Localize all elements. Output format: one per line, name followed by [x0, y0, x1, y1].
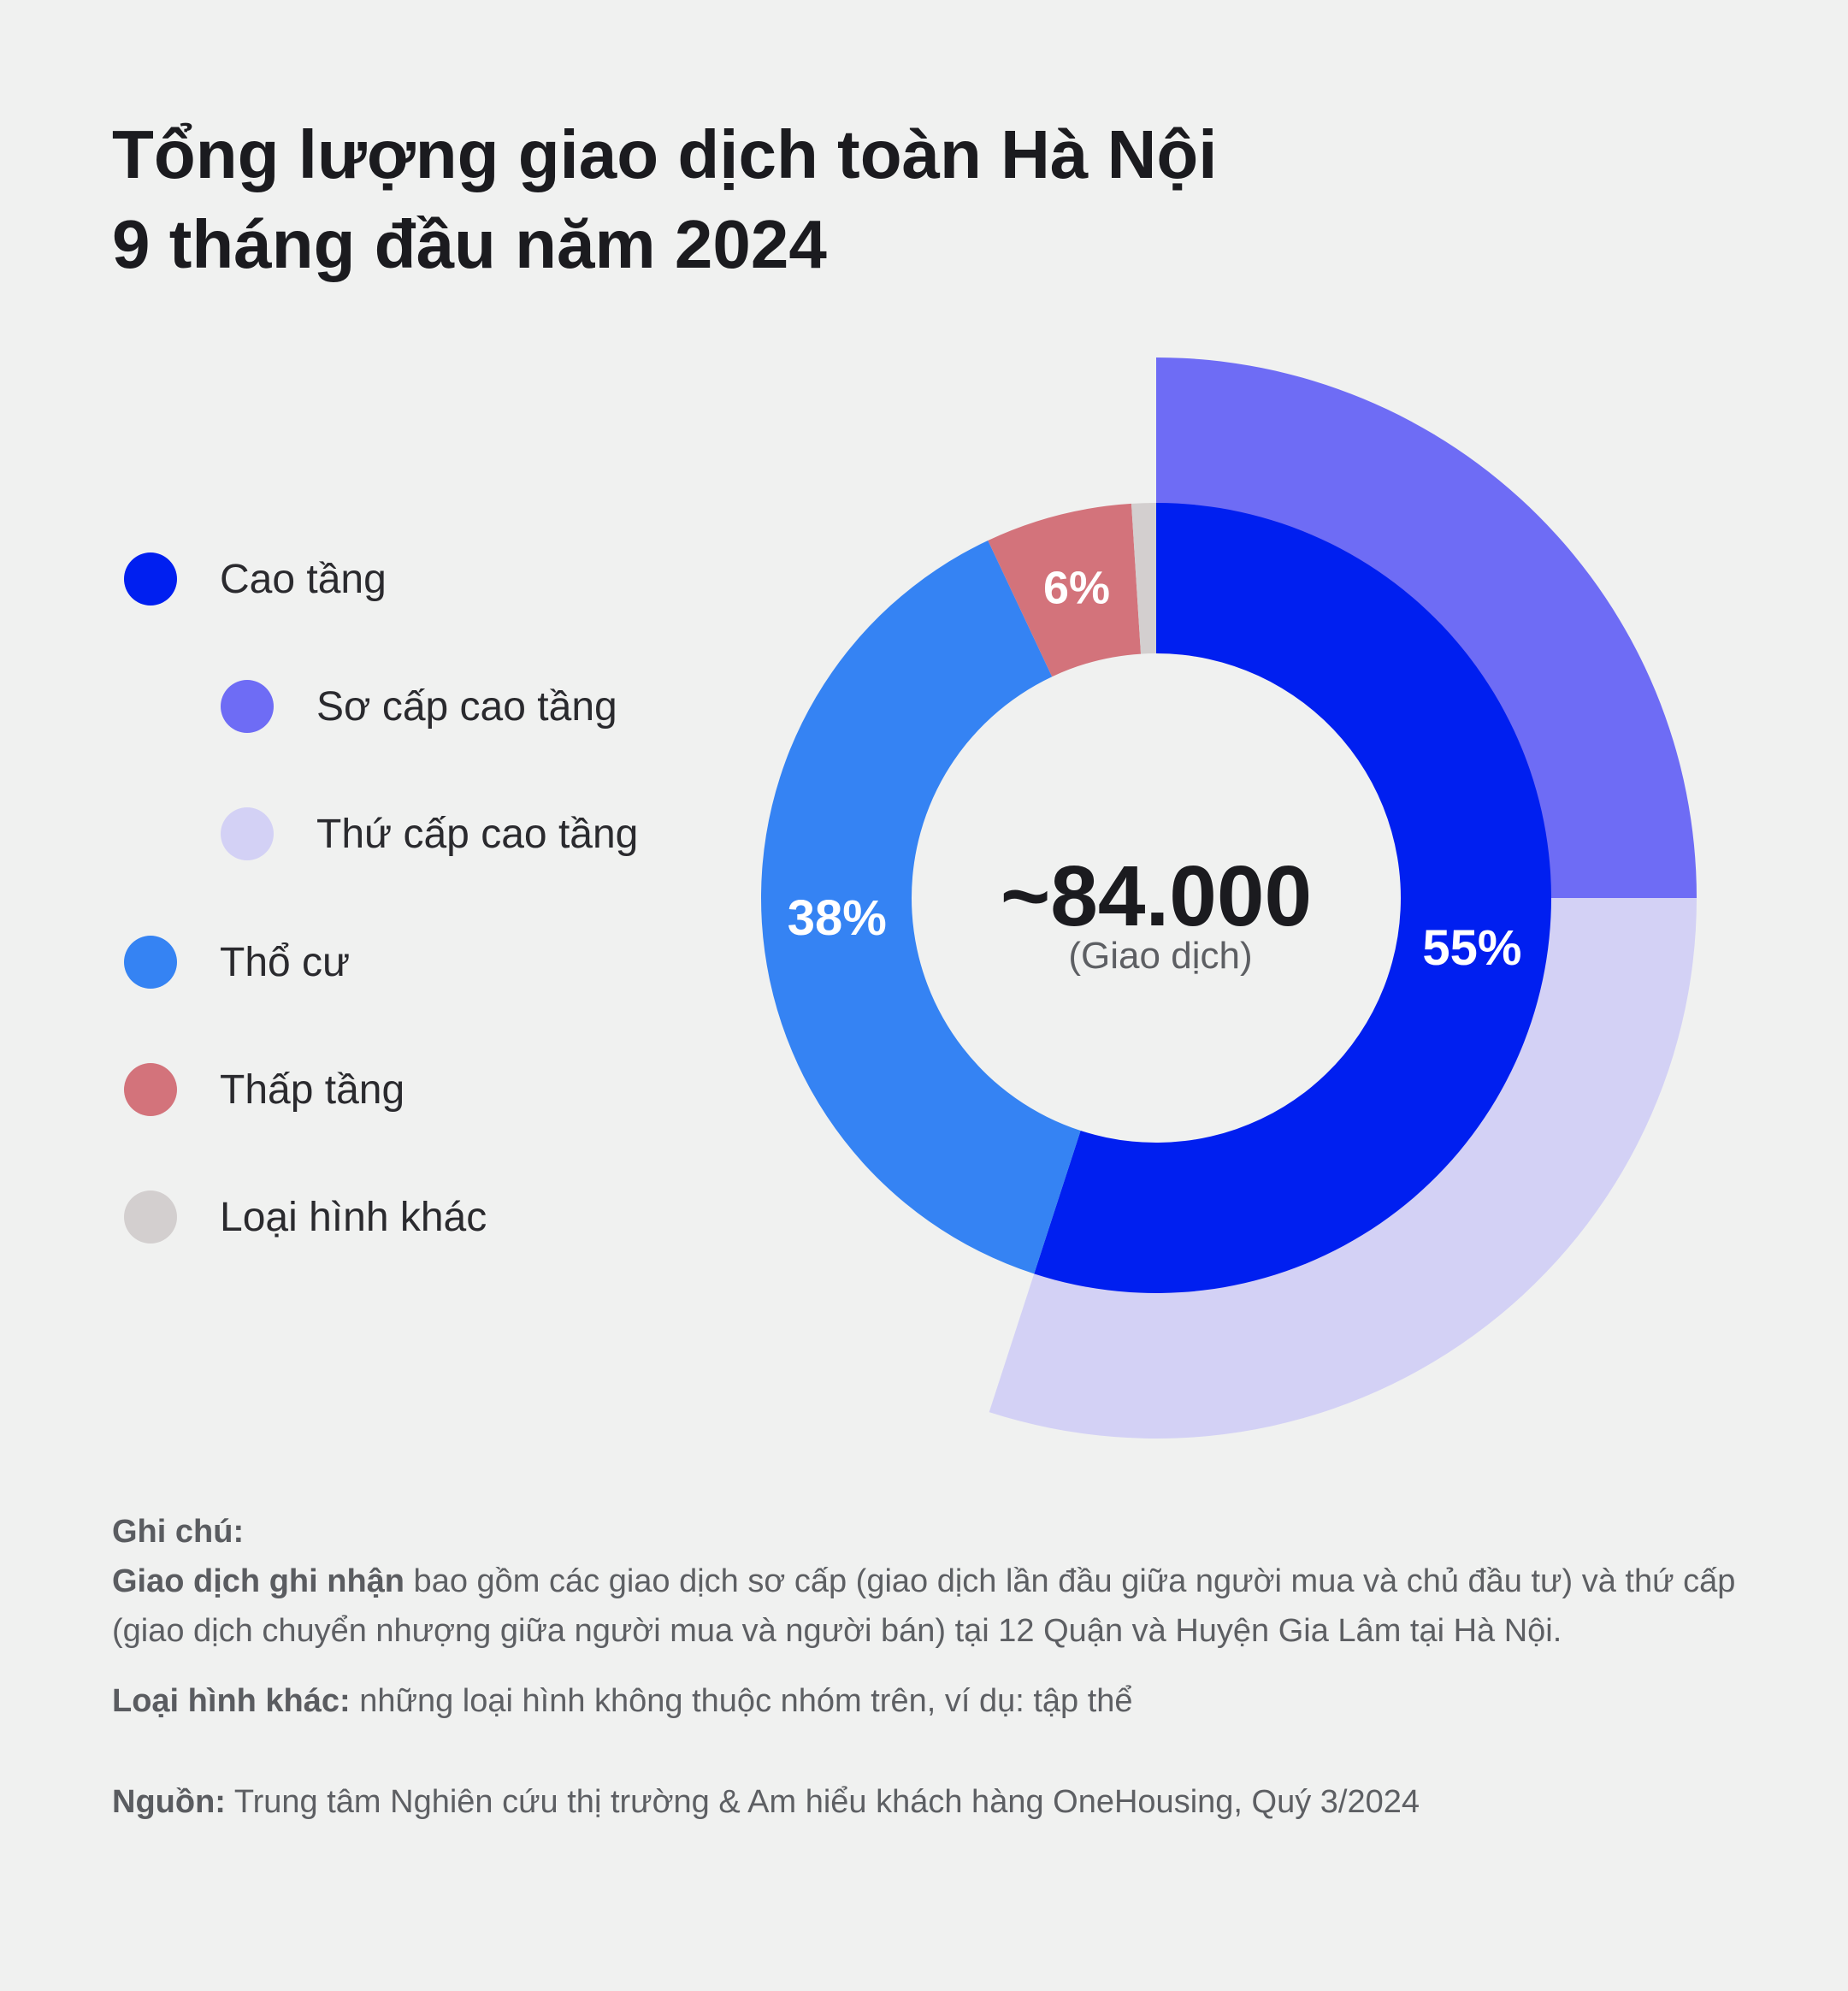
legend-item-cao-tang: Cao tầng: [124, 552, 387, 606]
chart-title-line1: Tổng lượng giao dịch toàn Hà Nội: [112, 116, 1218, 192]
legend-item-tho-cu: Thổ cư: [124, 936, 350, 989]
slice-label-cao-tang: 55%: [1422, 920, 1521, 976]
inner-slice-cao-tang: [1034, 503, 1551, 1294]
legend-label-loai-hinh-khac: Loại hình khác: [220, 1194, 487, 1240]
legend-swatch-tho-cu: [124, 936, 177, 989]
outer-slice-so-cap-cao-tang: [1156, 357, 1697, 898]
notes-definition-term: Giao dịch ghi nhận: [112, 1563, 404, 1599]
legend-label-tho-cu: Thổ cư: [220, 939, 351, 985]
legend-item-so-cap-cao-tang: Sơ cấp cao tầng: [221, 680, 617, 733]
notes-source: Nguồn: Trung tâm Nghiên cứu thị trường &…: [112, 1777, 1737, 1827]
notes-definition: Giao dịch ghi nhận bao gồm các giao dịch…: [112, 1557, 1737, 1656]
outer-slice-thu-cap-cao-tang: [989, 898, 1697, 1439]
notes-other-text: những loại hình không thuộc nhóm trên, v…: [350, 1683, 1133, 1719]
legend-swatch-thu-cap-cao-tang: [221, 807, 274, 860]
legend-item-loai-hinh-khac: Loại hình khác: [124, 1190, 487, 1244]
legend-item-thap-tang: Thấp tầng: [124, 1063, 404, 1116]
legend-label-thap-tang: Thấp tầng: [220, 1066, 405, 1113]
slice-label-thap-tang: 6%: [1043, 563, 1110, 614]
center-total-unit: (Giao dịch): [1068, 935, 1252, 977]
notes-other-types: Loại hình khác: những loại hình không th…: [112, 1676, 1737, 1726]
chart-title: Tổng lượng giao dịch toàn Hà Nội 9 tháng…: [112, 109, 1218, 289]
inner-slice-loai-hinh-khac: [1131, 503, 1156, 654]
outer-ring: [989, 357, 1697, 1439]
inner-ring: [761, 503, 1551, 1294]
slice-labels: 55% 38% 6%: [788, 563, 1522, 976]
legend-swatch-cao-tang: [124, 552, 177, 606]
notes-definition-text: bao gồm các giao dịch sơ cấp (giao dịch …: [112, 1563, 1736, 1649]
notes-other-term: Loại hình khác:: [112, 1683, 351, 1719]
legend-label-so-cap-cao-tang: Sơ cấp cao tầng: [316, 683, 617, 730]
legend-swatch-loai-hinh-khac: [124, 1190, 177, 1244]
notes: Ghi chú: Giao dịch ghi nhận bao gồm các …: [112, 1507, 1737, 1827]
inner-slice-thap-tang: [988, 503, 1142, 677]
slice-label-tho-cu: 38%: [788, 890, 887, 946]
chart-title-line2: 9 tháng đầu năm 2024: [112, 206, 827, 282]
notes-source-term: Nguồn:: [112, 1784, 226, 1820]
notes-heading: Ghi chú:: [112, 1514, 245, 1550]
notes-source-text: Trung tâm Nghiên cứu thị trường & Am hiể…: [225, 1784, 1420, 1820]
legend-swatch-so-cap-cao-tang: [221, 680, 274, 733]
legend-item-thu-cap-cao-tang: Thứ cấp cao tầng: [221, 807, 638, 860]
legend-label-thu-cap-cao-tang: Thứ cấp cao tầng: [316, 811, 639, 857]
legend-swatch-thap-tang: [124, 1063, 177, 1116]
center-total-value: ~84.000: [1001, 848, 1312, 944]
inner-slice-tho-cu: [761, 540, 1081, 1274]
legend-label-cao-tang: Cao tầng: [220, 556, 387, 602]
